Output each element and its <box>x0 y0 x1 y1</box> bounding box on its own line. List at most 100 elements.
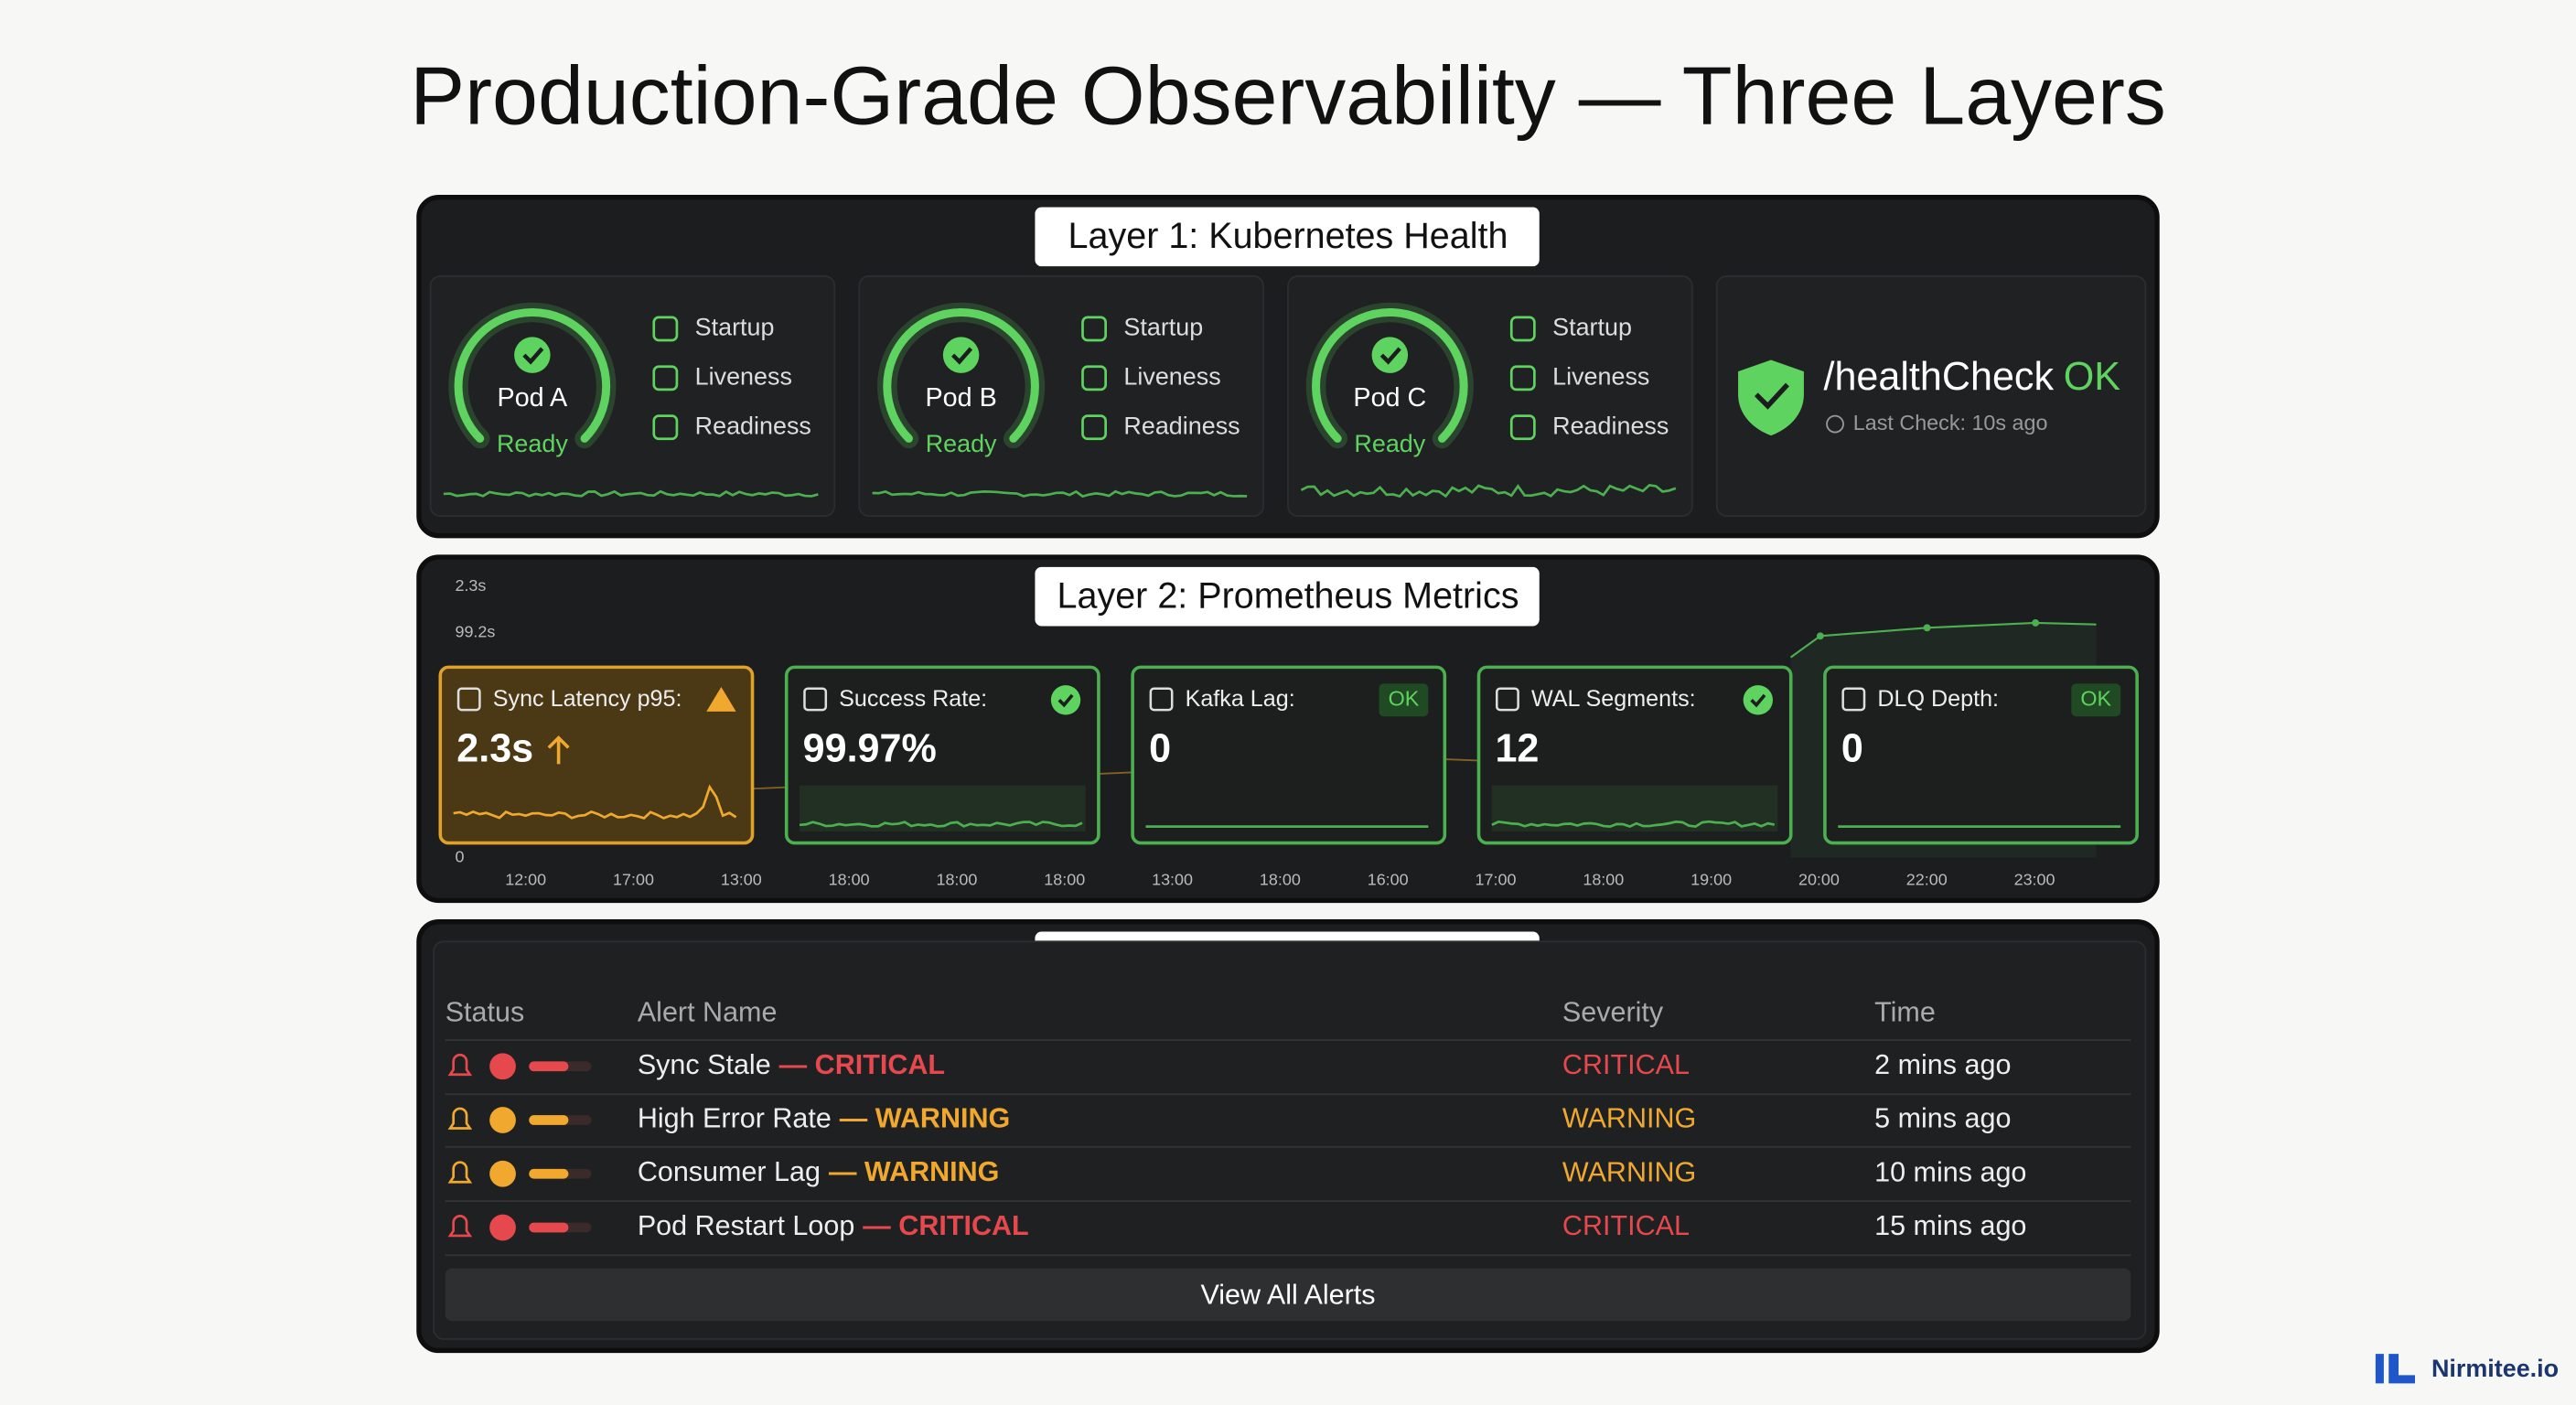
pod-card <box>429 275 836 518</box>
severity: WARNING <box>1562 1156 1696 1187</box>
probe-icon <box>1509 316 1536 342</box>
status-icon <box>489 1160 516 1187</box>
x-axis-label: 12:00 <box>505 871 546 889</box>
status-icon <box>489 1053 516 1080</box>
probe-icon <box>652 316 679 342</box>
ok-check <box>1743 685 1773 715</box>
probe-label: Liveness <box>695 362 792 390</box>
probe-icon <box>1509 414 1536 441</box>
x-axis-label: 22:00 <box>1906 871 1948 889</box>
x-axis-label: 13:00 <box>721 871 762 889</box>
metric-card <box>1131 665 1447 845</box>
metric-icon <box>1841 687 1866 712</box>
bell-icon <box>447 1215 473 1238</box>
sparkline <box>443 489 819 498</box>
panel-title: Layer 2: Prometheus Metrics <box>1057 575 1519 616</box>
x-axis-label: 20:00 <box>1798 871 1840 889</box>
check-mark <box>1379 347 1401 365</box>
metric-value: 0 <box>1149 726 1171 770</box>
brand-name: Nirmitee.io <box>2431 1355 2559 1382</box>
check-icon <box>942 337 980 373</box>
metric-label: WAL Segments: <box>1531 686 1696 712</box>
alert-name: Sync Stale — CRITICAL <box>638 1049 945 1080</box>
metric-icon <box>1496 687 1519 712</box>
warn-icon <box>706 686 736 712</box>
gauge <box>1312 308 1468 443</box>
pod-name: Pod C <box>1353 383 1426 413</box>
probe-icon <box>652 414 679 441</box>
pod-status: Ready <box>497 430 568 457</box>
alert-tag: — CRITICAL <box>863 1210 1028 1241</box>
probe-icon <box>1509 365 1536 391</box>
severity: CRITICAL <box>1562 1210 1690 1241</box>
probe-icon <box>652 365 679 391</box>
severity: CRITICAL <box>1562 1049 1690 1080</box>
metric-value: 99.97% <box>803 726 937 770</box>
sparkline <box>453 784 737 820</box>
column-header: Status <box>445 996 525 1027</box>
status-bar <box>529 1168 569 1179</box>
page-title: Production-Grade Observability — Three L… <box>410 50 2166 142</box>
health-endpoint: /healthCheck OK <box>1823 355 2120 399</box>
probe-label: Startup <box>1123 314 1203 341</box>
y-axis-label: 2.3s <box>455 576 486 595</box>
metric-card <box>438 665 755 845</box>
ok-badge-text: OK <box>2080 686 2111 710</box>
sparkline <box>1300 483 1677 499</box>
severity: WARNING <box>1562 1103 1696 1134</box>
brand-logo <box>2375 1354 2415 1384</box>
metric-icon <box>803 687 828 712</box>
bell-icon <box>447 1053 473 1077</box>
pod-card <box>858 275 1264 518</box>
probe-label: Liveness <box>1123 362 1220 390</box>
view-all-button[interactable] <box>445 1268 2131 1322</box>
last-check: Last Check: 10s ago <box>1853 411 2048 434</box>
panel-title-pill <box>1035 566 1540 627</box>
probe-label: Readiness <box>1123 412 1240 439</box>
sparkline <box>872 489 1248 499</box>
pod-card <box>1287 275 1693 518</box>
probe-icon <box>1081 365 1107 391</box>
alert-name: Consumer Lag — WARNING <box>638 1156 1000 1187</box>
x-axis-label: 18:00 <box>829 871 870 889</box>
shield-check <box>1754 382 1789 410</box>
trend-dot <box>1816 632 1824 640</box>
ok-check-mark <box>1750 693 1766 708</box>
status-icon <box>489 1214 516 1241</box>
ok-badge <box>1379 683 1429 717</box>
pod-status: Ready <box>1354 430 1425 457</box>
metric-card <box>1823 665 2139 845</box>
sparkline <box>1491 820 1776 829</box>
alert-time: 15 mins ago <box>1874 1210 2026 1241</box>
metric-label: Kafka Lag: <box>1186 686 1295 712</box>
bell-icon <box>447 1161 473 1184</box>
status-icon <box>489 1107 516 1133</box>
column-header: Time <box>1874 996 1936 1027</box>
alert-name: Pod Restart Loop — CRITICAL <box>638 1210 1029 1241</box>
alert-time: 10 mins ago <box>1874 1156 2026 1187</box>
alert-title: Sync Stale <box>638 1049 771 1080</box>
metric-card <box>1476 665 1793 845</box>
view-all-label[interactable]: View All Alerts <box>1200 1279 1375 1310</box>
alert-title: Pod Restart Loop <box>638 1210 855 1241</box>
bell-icon <box>447 1107 473 1130</box>
panel-title-pill <box>1035 207 1540 267</box>
health-card <box>1715 275 2147 518</box>
alert-time: 2 mins ago <box>1874 1049 2011 1080</box>
alert-time: 5 mins ago <box>1874 1103 2011 1134</box>
probe-icon <box>1081 316 1107 342</box>
y-axis-label: 0 <box>455 847 464 865</box>
x-axis-label: 19:00 <box>1690 871 1732 889</box>
x-axis-label: 18:00 <box>936 871 977 889</box>
health-status: OK <box>2064 355 2121 399</box>
shield-icon <box>1738 359 1804 436</box>
x-axis-label: 23:00 <box>2014 871 2055 889</box>
alert-title: High Error Rate <box>638 1103 832 1134</box>
status-bar <box>529 1222 569 1233</box>
column-header: Alert Name <box>638 996 778 1027</box>
metric-icon <box>456 687 481 712</box>
x-axis-label: 18:00 <box>1044 871 1085 889</box>
x-axis-label: 16:00 <box>1368 871 1409 889</box>
